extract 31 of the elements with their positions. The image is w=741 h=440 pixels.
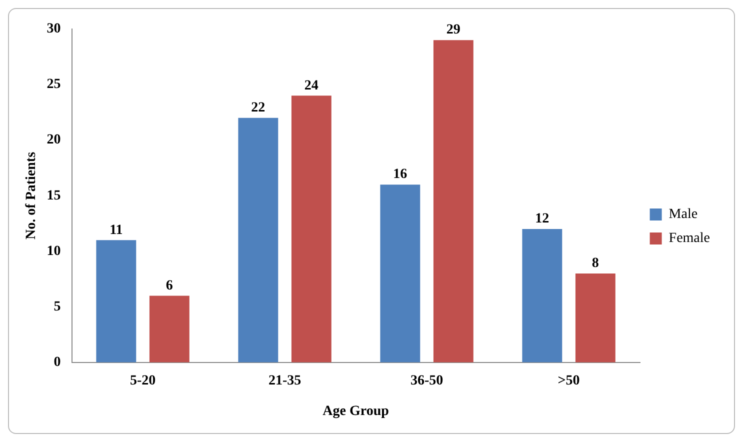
bar [575,273,616,362]
legend-label: Female [668,231,710,246]
legend-label: Male [668,207,698,222]
data-label: 12 [535,212,550,227]
y-tick-label: 10 [46,244,61,259]
y-tick-label: 25 [46,77,61,92]
y-tick-label: 5 [54,299,61,314]
y-tick-label: 0 [54,355,61,370]
data-label: 22 [251,100,266,116]
x-axis-title: Age Group [322,404,390,420]
bar [291,96,332,362]
data-label: 6 [166,278,173,294]
data-label: 16 [393,167,408,182]
bar [433,40,474,362]
x-tick-label: >50 [558,373,580,388]
x-tick-label: 21-35 [268,373,302,388]
data-label: 24 [304,78,318,94]
y-tick-label: 15 [46,188,61,204]
data-label: 8 [592,256,599,272]
bar [238,118,278,362]
data-label: 11 [110,222,123,238]
bar [380,184,420,362]
y-tick-label: 30 [46,22,61,37]
bar [96,240,136,362]
x-tick-label: 36-50 [410,373,444,388]
y-axis-title: No. of Patients [24,151,40,240]
bar [149,296,190,362]
x-tick-label: 5-20 [130,373,156,388]
data-label: 29 [446,22,460,38]
bar [522,229,562,362]
y-tick-label: 20 [46,132,61,148]
